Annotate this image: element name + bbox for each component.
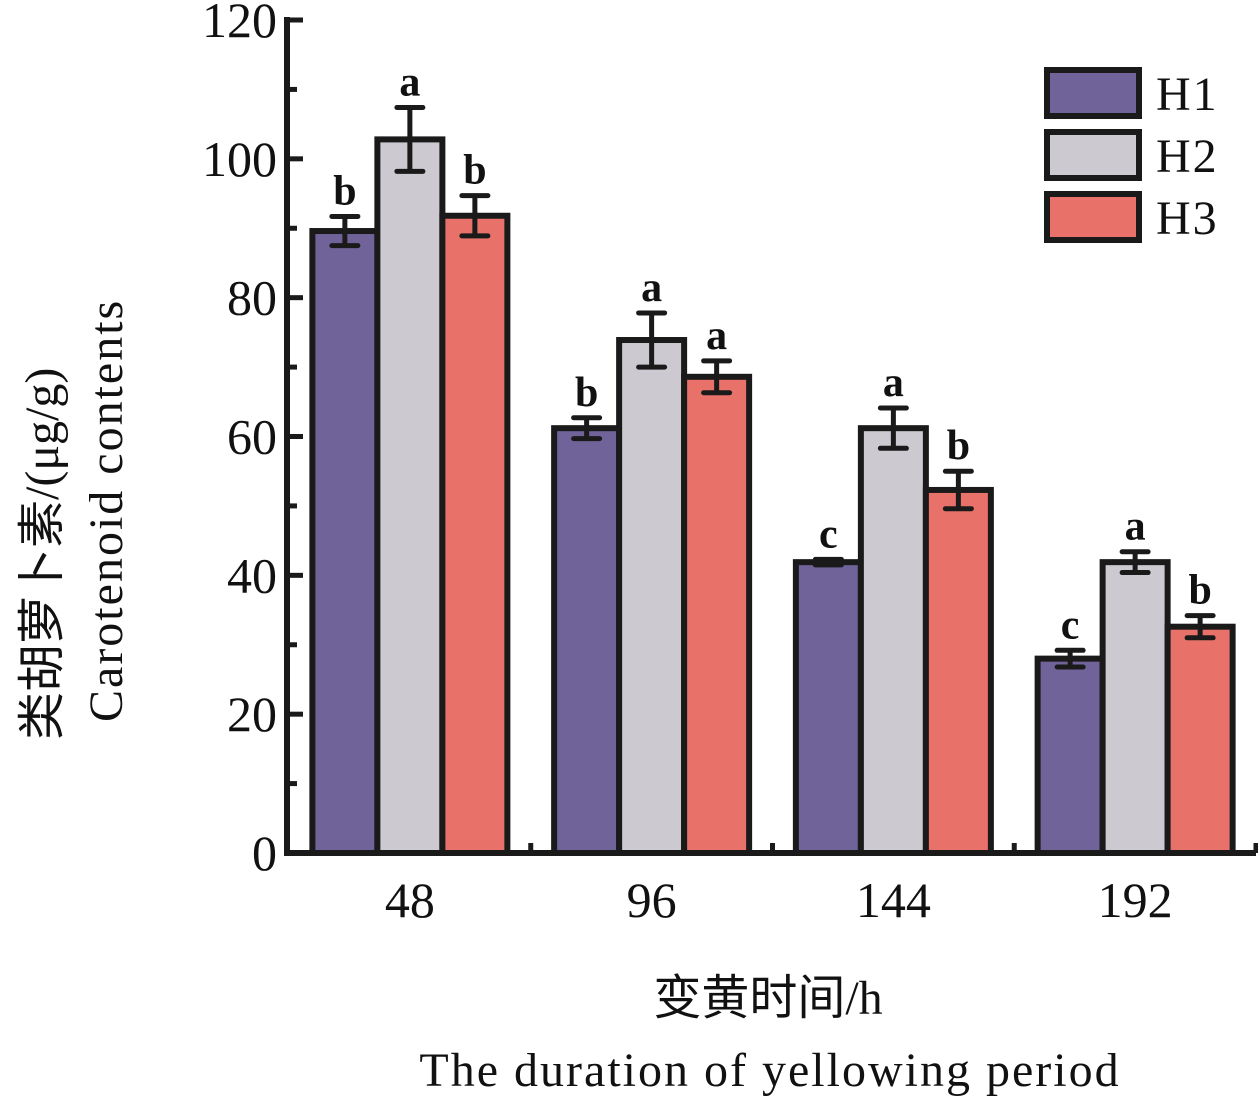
error-bars-layer (329, 104, 1216, 670)
significance-label-H1-192: c (1061, 602, 1080, 648)
x-tick-label: 192 (1098, 872, 1173, 928)
x-tick-label: 96 (627, 872, 677, 928)
y-axis-title-cn: 类胡萝卜素/(μg/g) (16, 368, 69, 740)
bar-H3-48 (439, 212, 511, 856)
legend-swatch (1044, 191, 1142, 243)
bar-H2-192 (1099, 559, 1171, 856)
legend-label: H2 (1156, 130, 1219, 183)
error-bar-H2-96 (636, 310, 668, 370)
error-bar-H3-192 (1184, 613, 1216, 641)
significance-label-H3-192: b (1188, 568, 1211, 614)
significance-label-H2-96: a (641, 265, 662, 311)
significance-label-H1-96: b (575, 370, 598, 416)
error-bar-H1-48 (329, 213, 361, 249)
x-axis-title-cn: 变黄时间/h (653, 972, 882, 1025)
error-bar-H2-144 (877, 405, 909, 451)
y-tick-label: 0 (252, 825, 277, 881)
bar-H1-96 (551, 425, 623, 856)
significance-label-H3-144: b (947, 423, 970, 469)
significance-label-H2-144: a (883, 360, 904, 406)
bar-H1-144 (792, 559, 864, 856)
bar-H2-96 (616, 337, 688, 857)
bars-layer (309, 136, 1236, 857)
y-tick-label: 120 (202, 0, 277, 48)
legend: H1 H2 H3 (1044, 67, 1219, 245)
bar-H3-96 (681, 373, 753, 856)
y-tick-label: 100 (202, 131, 277, 187)
bar-H1-48 (309, 228, 381, 856)
x-tick-label: 144 (856, 872, 931, 928)
significance-label-H1-48: b (333, 168, 356, 214)
significance-label-H2-192: a (1125, 504, 1146, 550)
significance-label-H3-48: b (463, 148, 486, 194)
legend-label: H1 (1156, 68, 1219, 121)
error-bar-H3-96 (701, 358, 733, 396)
bar-H1-192 (1034, 655, 1106, 857)
significance-label-H1-144: c (819, 511, 838, 557)
legend-item-H3: H3 (1044, 191, 1219, 245)
y-tick-label: 80 (227, 270, 277, 326)
legend-label: H3 (1156, 192, 1219, 245)
bar-H2-48 (374, 136, 446, 856)
bar-H2-144 (857, 425, 929, 856)
y-tick-label: 60 (227, 409, 277, 465)
error-bar-H2-192 (1119, 549, 1151, 576)
y-tick-labels: 0 20 40 60 80 100 120 (202, 0, 277, 881)
legend-item-H2: H2 (1044, 129, 1219, 183)
legend-swatch (1044, 129, 1142, 181)
error-bar-H3-144 (942, 468, 974, 512)
error-bar-H1-144 (812, 556, 844, 568)
error-bar-H3-48 (459, 193, 491, 239)
error-bar-H2-48 (394, 104, 426, 174)
significance-label-H2-48: a (399, 59, 420, 105)
axes-layer (284, 17, 1258, 856)
bar-H3-144 (922, 486, 994, 856)
x-tick-label: 48 (385, 872, 435, 928)
x-axis-title-en: The duration of yellowing period (419, 1044, 1120, 1097)
y-tick-label: 20 (227, 686, 277, 742)
bar-H3-192 (1164, 623, 1236, 856)
legend-item-H1: H1 (1044, 67, 1219, 121)
x-tick-labels: 48 96 144 192 (385, 872, 1173, 928)
y-tick-label: 40 (227, 547, 277, 603)
legend-swatch (1044, 67, 1142, 119)
significance-label-H3-96: a (706, 313, 727, 359)
error-bar-H1-192 (1054, 647, 1086, 670)
y-axis-title-en: Carotenoid contents (80, 299, 133, 722)
error-bar-H1-96 (571, 415, 603, 442)
